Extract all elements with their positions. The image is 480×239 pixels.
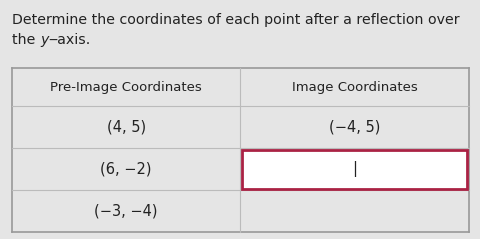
Text: ‒axis.: ‒axis.: [48, 33, 90, 47]
Text: (−4, 5): (−4, 5): [328, 120, 380, 135]
Text: Determine the coordinates of each point after a reflection over: Determine the coordinates of each point …: [12, 13, 459, 27]
Text: (6, −2): (6, −2): [100, 162, 152, 176]
Text: |: |: [351, 161, 357, 177]
Text: Image Coordinates: Image Coordinates: [291, 81, 417, 93]
Text: (4, 5): (4, 5): [107, 120, 145, 135]
Bar: [12, 68, 468, 232]
Text: (−3, −4): (−3, −4): [94, 203, 157, 218]
Text: Pre-Image Coordinates: Pre-Image Coordinates: [50, 81, 202, 93]
Text: y: y: [40, 33, 48, 47]
Bar: [241, 150, 467, 189]
Text: the: the: [12, 33, 40, 47]
